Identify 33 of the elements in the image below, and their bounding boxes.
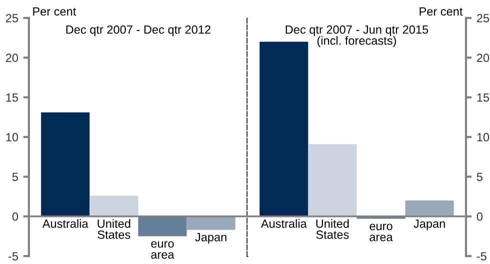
- y-tick-label: 20: [6, 54, 18, 62]
- y-tick-label: 10: [477, 133, 490, 142]
- y-tick-label: 15: [6, 93, 18, 102]
- x-tick-label: euro area: [151, 241, 174, 259]
- bar: [41, 112, 90, 216]
- x-tick-label: Japan: [414, 220, 445, 230]
- y-axis-title: Per cent: [33, 7, 76, 16]
- x-tick-label: United States: [98, 219, 130, 239]
- text: Dec qtr 2007 - Jun qtr 2015 (incl. forecasts): [286, 25, 428, 48]
- y-tick-label: 20: [477, 54, 490, 62]
- y-tick-label: 10: [6, 133, 18, 142]
- y-tick-label: 0: [476, 212, 483, 221]
- x-tick-label: Japan: [195, 233, 226, 244]
- bar: [90, 196, 138, 216]
- bar: [405, 200, 454, 216]
- x-tick-label: Australia: [260, 219, 307, 228]
- bar: [138, 216, 187, 236]
- bar: [186, 216, 236, 230]
- x-tick-label: Australia: [42, 219, 88, 228]
- y-axis-title: Per cent: [420, 7, 463, 16]
- y-tick-label: 5: [476, 172, 482, 182]
- bar: [260, 42, 308, 216]
- y-tick-label: 25: [6, 14, 18, 22]
- y-tick-label: -5: [8, 252, 18, 260]
- bar: [308, 144, 357, 216]
- y-tick-label: -5: [476, 252, 486, 260]
- y-tick-label: 5: [12, 172, 18, 182]
- x-tick-label: United States: [316, 219, 349, 239]
- text: Dec qtr 2007 - Dec qtr 2012: [66, 25, 210, 36]
- y-tick-label: 25: [477, 14, 490, 22]
- y-tick-label: 0: [12, 212, 18, 221]
- x-tick-label: euro area: [370, 224, 393, 242]
- y-tick-label: 15: [477, 93, 490, 102]
